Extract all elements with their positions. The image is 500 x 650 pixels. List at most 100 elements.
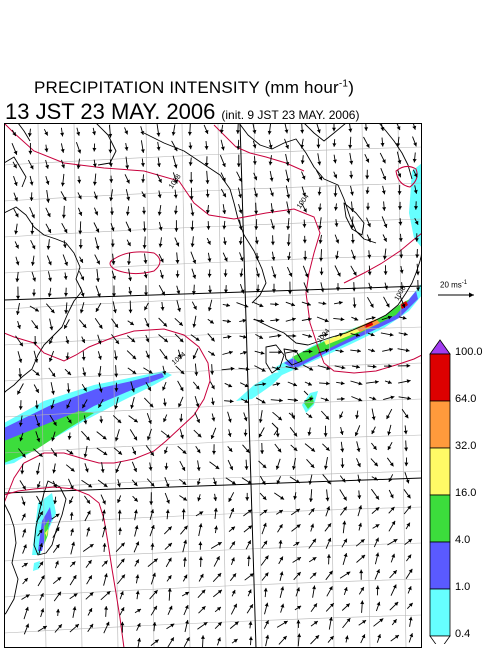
wind-arrowhead — [182, 450, 187, 454]
wind-arrowhead — [17, 324, 21, 329]
wind-arrowhead — [339, 431, 344, 435]
wind-arrowhead — [230, 508, 235, 512]
wind-arrowhead — [175, 274, 180, 278]
wind-arrowhead — [222, 177, 226, 182]
wind-arrowhead — [340, 448, 345, 453]
wind-arrowhead — [238, 209, 243, 214]
wind-arrowhead — [18, 406, 23, 410]
wind-arrowhead — [399, 269, 404, 274]
wind-arrowhead — [53, 500, 58, 505]
wind-arrowhead — [186, 637, 190, 642]
wind-arrowhead — [296, 524, 301, 529]
isobar-line — [4, 123, 422, 374]
wind-arrowhead — [349, 174, 354, 179]
wind-arrowhead — [140, 149, 145, 153]
wind-arrowhead — [398, 221, 403, 226]
wind-arrowhead — [407, 554, 412, 559]
wind-arrowhead — [188, 145, 193, 150]
wind-arrowhead — [302, 192, 306, 197]
wind-arrowhead — [222, 210, 227, 214]
wind-arrowhead — [92, 131, 96, 136]
wind-arrowhead — [187, 131, 192, 136]
wind-arrowhead — [223, 273, 228, 277]
wind-arrowhead — [375, 380, 379, 384]
wind-arrowhead — [18, 374, 23, 378]
wind-arrowhead — [50, 405, 55, 410]
wind-arrowhead — [152, 622, 157, 626]
wind-arrowhead — [104, 573, 108, 578]
grid-meridian — [397, 123, 407, 648]
wind-arrowhead — [133, 509, 138, 514]
wind-arrowhead — [351, 255, 356, 260]
wind-arrowhead — [383, 271, 388, 275]
wind-arrowhead — [170, 637, 174, 642]
wind-arrowhead — [204, 146, 209, 150]
wind-arrowhead — [252, 144, 257, 149]
wind-arrowhead — [197, 433, 202, 438]
wind-arrowhead — [246, 555, 251, 560]
wind-arrowhead — [207, 258, 212, 262]
precip-area — [33, 561, 40, 571]
wind-arrowhead — [60, 132, 65, 137]
wind-arrowhead — [317, 161, 322, 166]
wind-arrowhead — [383, 223, 388, 228]
wind-arrowhead — [343, 506, 347, 511]
wind-arrowhead — [149, 403, 154, 408]
wind-arrowhead — [148, 369, 153, 374]
wind-arrowhead — [382, 207, 387, 211]
vector-scale-arrow — [438, 292, 474, 298]
wind-arrowhead — [361, 554, 366, 559]
wind-arrowhead — [14, 230, 19, 235]
wind-arrowhead — [111, 261, 116, 265]
wind-arrowhead — [328, 586, 333, 591]
wind-arrowhead — [164, 466, 169, 470]
wind-arrowhead — [39, 543, 43, 548]
wind-arrowhead — [48, 277, 52, 282]
wind-arrowhead — [229, 399, 234, 404]
wind-arrowhead — [181, 466, 186, 471]
legend-swatch — [429, 494, 451, 543]
wind-arrowhead — [14, 213, 19, 218]
wind-arrowhead — [210, 371, 215, 375]
wind-arrowhead — [327, 537, 332, 542]
coastline — [95, 123, 117, 166]
wind-arrowhead — [343, 587, 348, 592]
legend-under-triangle — [429, 635, 451, 644]
isobar-label: 1004 — [296, 193, 311, 210]
wind-arrowhead — [198, 541, 203, 546]
wind-arrowhead — [53, 421, 57, 426]
wind-arrowhead — [133, 418, 138, 423]
wind-arrowhead — [201, 606, 206, 611]
wind-arrowhead — [148, 467, 153, 471]
wind-arrowhead — [133, 482, 138, 486]
wind-arrowhead — [205, 193, 210, 198]
wind-arrowhead — [96, 260, 100, 265]
wind-arrowhead — [408, 616, 413, 621]
wind-arrowhead — [36, 484, 41, 489]
wind-arrowhead — [66, 389, 71, 394]
wind-arrowhead — [89, 544, 94, 548]
wind-vectors — [11, 123, 421, 648]
wind-arrowhead — [35, 470, 40, 475]
wind-arrowhead — [275, 302, 279, 307]
wind-arrowhead — [296, 587, 300, 592]
wind-arrowhead — [269, 177, 274, 182]
wind-arrowhead — [15, 244, 19, 249]
wind-arrowhead — [366, 206, 370, 211]
wind-arrowhead — [137, 637, 141, 642]
wind-arrowhead — [144, 292, 148, 296]
wind-arrowhead — [247, 480, 252, 484]
wind-arrowhead — [77, 149, 82, 154]
wind-arrowhead — [405, 479, 410, 484]
wind-arrowhead — [365, 190, 370, 194]
grid-parallel — [4, 614, 422, 634]
wind-arrowhead — [148, 420, 152, 424]
wind-arrowhead — [103, 483, 108, 487]
wind-arrowhead — [204, 129, 209, 134]
wind-arrowhead — [82, 323, 87, 328]
wind-arrowhead — [112, 293, 116, 297]
wind-arrowhead — [279, 398, 283, 403]
wind-arrowhead — [340, 464, 345, 468]
wind-arrowhead — [415, 254, 420, 258]
wind-arrowhead — [295, 479, 300, 483]
